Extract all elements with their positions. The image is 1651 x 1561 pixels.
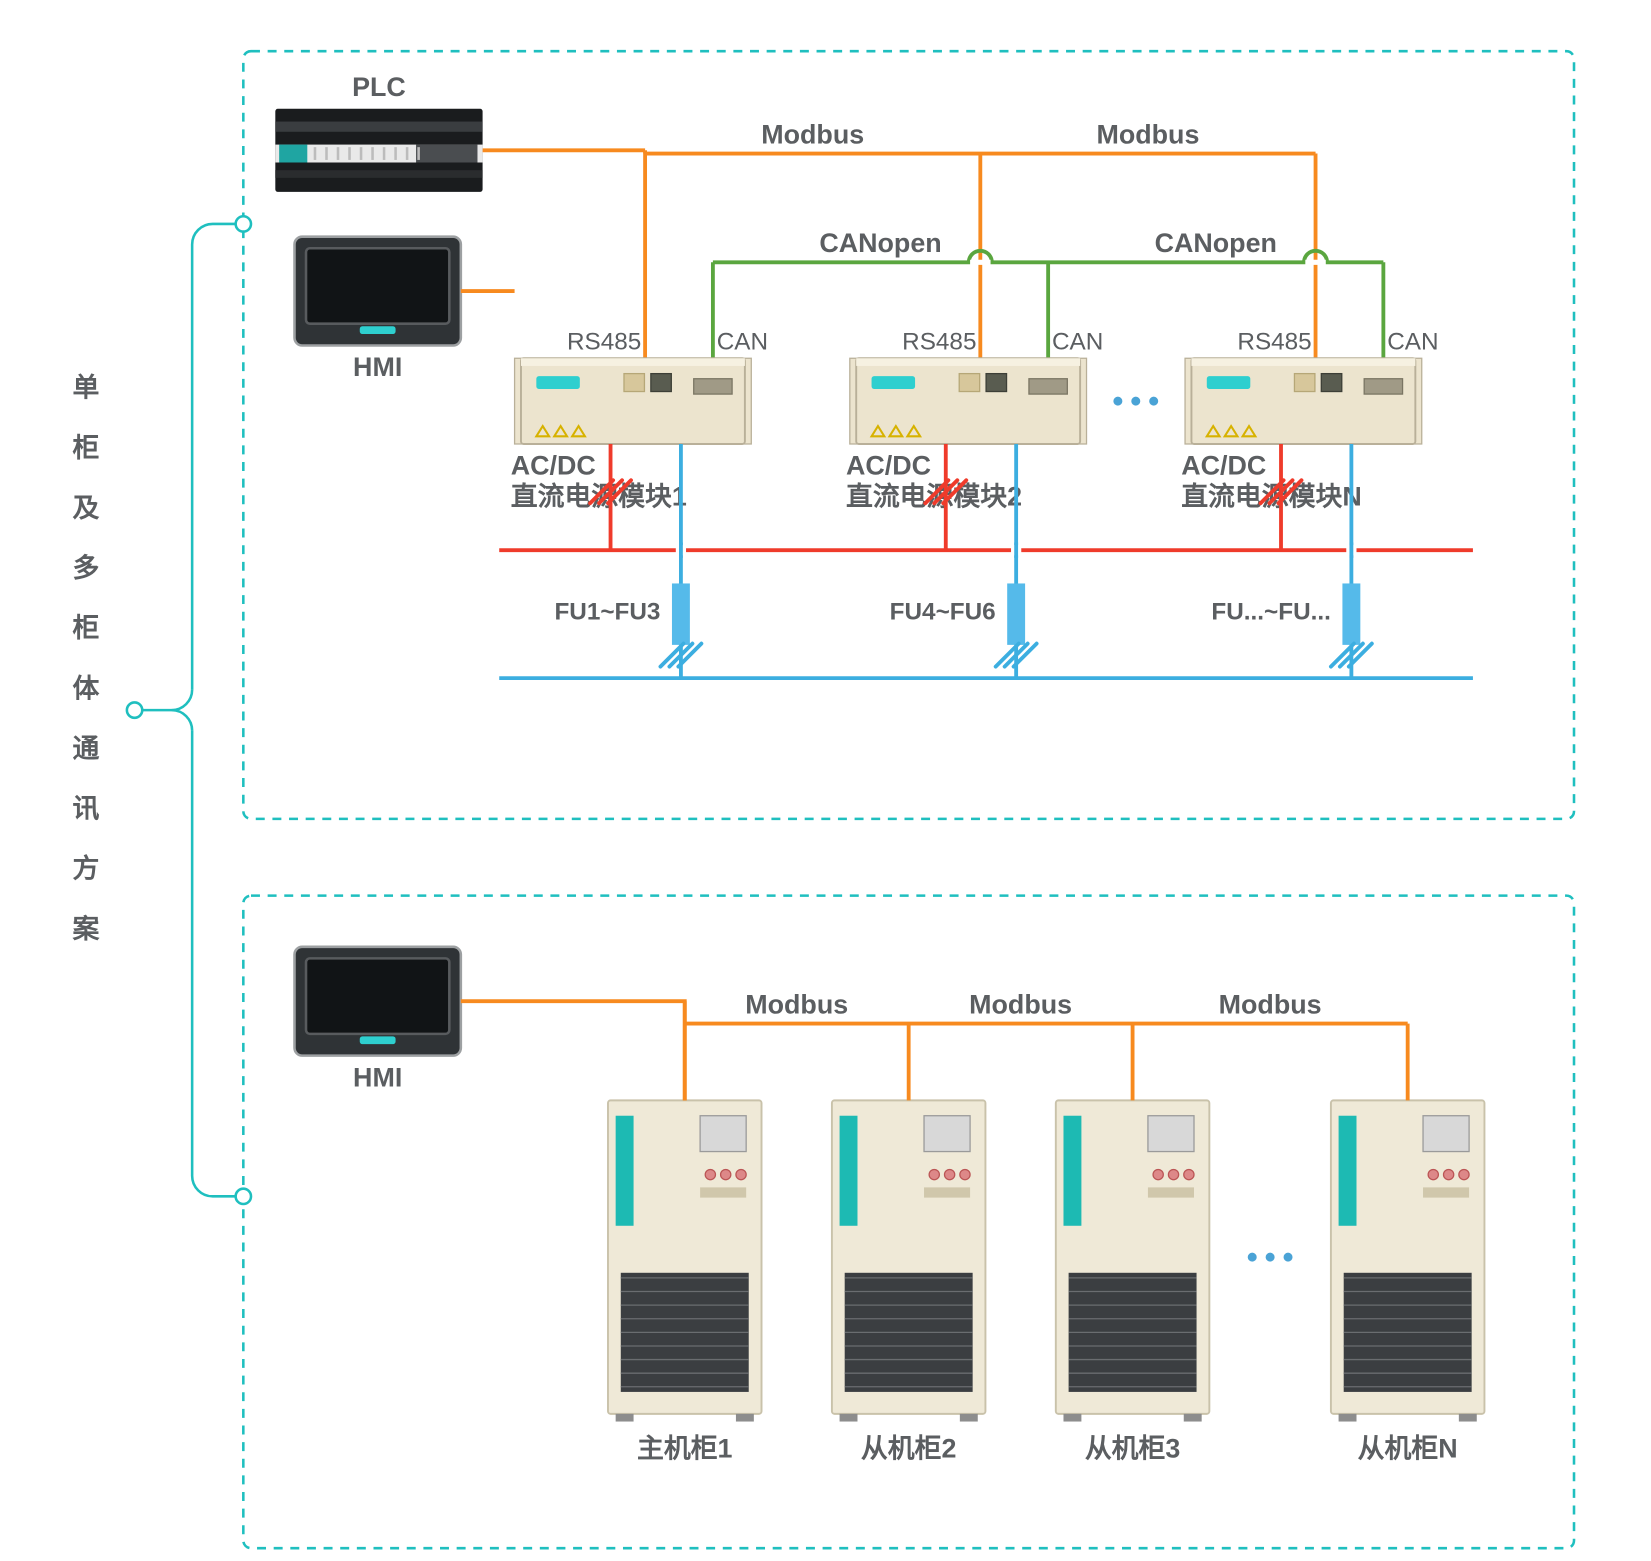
hmi-top	[295, 237, 461, 346]
title-char: 柜	[73, 433, 100, 463]
title-char: 柜	[73, 613, 100, 643]
acdc-text-0: AC/DC	[511, 451, 596, 481]
modbus-label-top-1: Modbus	[761, 119, 864, 149]
cabinet-0	[608, 1100, 762, 1421]
rs485-label-0: RS485	[567, 328, 641, 355]
acdc-module-1	[850, 358, 1087, 444]
modbus-label-bot-0: Modbus	[745, 989, 848, 1019]
fu-label-2: FU...~FU...	[1211, 598, 1330, 625]
canopen-label-1: CANopen	[819, 228, 941, 258]
acdc-module-2	[1185, 358, 1422, 444]
plc-device	[275, 109, 482, 192]
modbus-label-bot-2: Modbus	[1219, 989, 1322, 1019]
title-char: 方	[73, 853, 100, 884]
fuse-block-0	[672, 583, 690, 644]
modbus-label-bot-1: Modbus	[969, 989, 1072, 1019]
title-char: 案	[72, 913, 101, 944]
cabinet-label-3: 从机柜N	[1358, 1433, 1458, 1463]
connector-node	[127, 702, 142, 717]
ellipsis-dot-bot	[1248, 1253, 1257, 1262]
hmi-bottom	[295, 947, 461, 1056]
acdc-module-0	[515, 358, 752, 444]
title-char: 单	[73, 373, 100, 403]
ellipsis-dot	[1149, 397, 1158, 406]
fuse-block-2	[1342, 583, 1360, 644]
can-label-0: CAN	[717, 328, 768, 355]
rs485-label-2: RS485	[1237, 328, 1311, 355]
can-label-1: CAN	[1052, 328, 1103, 355]
fu-label-1: FU4~FU6	[890, 598, 996, 625]
acdc-sub-2: 直流电源模块N	[1181, 481, 1362, 511]
rs485-label-1: RS485	[902, 328, 976, 355]
ellipsis-dot-bot	[1284, 1253, 1293, 1262]
plc-label: PLC	[352, 72, 406, 102]
cabinet-label-0: 主机柜1	[637, 1433, 733, 1463]
connector-node	[236, 1189, 251, 1204]
cabinet-label-2: 从机柜3	[1085, 1433, 1181, 1463]
acdc-text-1: AC/DC	[846, 451, 931, 481]
title-char: 多	[73, 553, 100, 583]
title-char: 体	[73, 673, 100, 703]
title-char: 通	[73, 733, 100, 763]
title-char: 讯	[73, 794, 100, 824]
cabinet-3	[1331, 1100, 1485, 1421]
connector-node	[236, 216, 251, 231]
acdc-text-2: AC/DC	[1181, 451, 1266, 481]
cabinet-1	[832, 1100, 986, 1421]
ellipsis-dot	[1131, 397, 1140, 406]
cabinet-2	[1056, 1100, 1210, 1421]
fuse-block-1	[1007, 583, 1025, 644]
ellipsis-dot	[1113, 397, 1122, 406]
modbus-label-top-2: Modbus	[1096, 119, 1199, 149]
hmi-label-top: HMI	[353, 352, 402, 382]
cabinet-label-1: 从机柜2	[861, 1433, 957, 1463]
can-label-2: CAN	[1387, 328, 1438, 355]
ellipsis-dot-bot	[1266, 1253, 1275, 1262]
hmi-label-bottom: HMI	[353, 1062, 402, 1092]
fu-label-0: FU1~FU3	[554, 598, 660, 625]
canopen-label-2: CANopen	[1155, 228, 1277, 258]
title-char: 及	[73, 493, 100, 523]
